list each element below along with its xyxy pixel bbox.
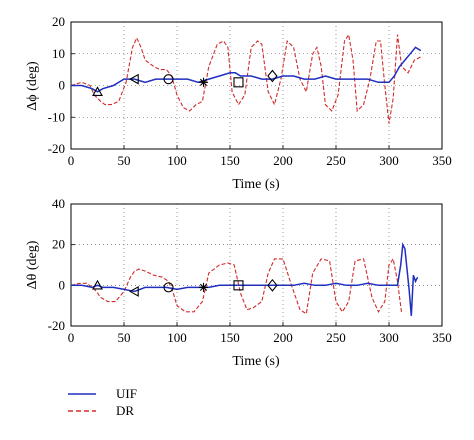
marker-star — [199, 282, 208, 292]
x-tick-label: 200 — [273, 153, 293, 168]
x-tick-label: 0 — [68, 330, 75, 345]
marker-diamond — [267, 69, 278, 83]
x-tick-label: 350 — [432, 330, 452, 345]
marker-triangle — [92, 279, 103, 290]
y-tick-label: 0 — [59, 277, 66, 292]
x-tick-label: 150 — [220, 330, 240, 345]
marker-triangle — [92, 86, 103, 96]
x-tick-label: 200 — [273, 330, 293, 345]
grid — [71, 204, 442, 326]
series-layer — [70, 242, 419, 316]
y-axis-label: Δθ (deg) — [25, 240, 40, 289]
plot-frame — [70, 203, 443, 327]
x-tick-label: 300 — [379, 330, 399, 345]
marker-square — [233, 77, 244, 88]
series-layer — [70, 33, 422, 124]
marker-star — [199, 77, 208, 87]
x-axis-label: Time (s) — [232, 177, 280, 192]
plot-delta-phi: 0 50 100 150 200 250 300 350 -20 -10 0 10 20 Δϕ (deg… — [25, 14, 452, 192]
y-tick-label: 40 — [52, 196, 65, 211]
legend: UIF DR — [68, 386, 137, 418]
x-tick-label: 100 — [167, 330, 187, 345]
x-axis-label: Time (s) — [232, 354, 280, 369]
y-tick-label: 10 — [52, 46, 65, 61]
series-dr — [70, 257, 403, 315]
grid — [71, 22, 442, 149]
marker-square — [233, 280, 244, 291]
marker-circle — [163, 74, 174, 85]
x-tick-label: 100 — [167, 153, 187, 168]
x-tick-label: 300 — [379, 153, 399, 168]
legend-label-uif: UIF — [116, 386, 137, 401]
x-tick-label: 0 — [68, 153, 75, 168]
marker-left-triangle — [128, 285, 139, 297]
y-tick-label: -20 — [48, 318, 65, 333]
x-tick-label: 250 — [326, 330, 346, 345]
series-uif — [71, 46, 422, 93]
plot-frame — [70, 21, 443, 150]
series-uif — [71, 242, 419, 316]
y-tick-label: -10 — [48, 109, 65, 124]
y-tick-label: -20 — [48, 141, 65, 156]
x-tick-label: 50 — [118, 153, 131, 168]
x-tick-label: 350 — [432, 153, 452, 168]
marker-layer — [92, 278, 278, 297]
y-tick-label: 20 — [52, 237, 65, 252]
marker-left-triangle — [128, 73, 139, 85]
marker-diamond — [267, 278, 278, 292]
y-tick-label: 0 — [59, 78, 66, 93]
legend-label-dr: DR — [116, 403, 134, 418]
x-tick-label: 250 — [326, 153, 346, 168]
y-tick-label: 20 — [52, 14, 65, 29]
marker-layer — [92, 69, 278, 96]
x-tick-label: 150 — [220, 153, 240, 168]
marker-circle — [163, 282, 174, 293]
y-axis-label: Δϕ (deg) — [25, 61, 40, 111]
ticks: 0 50 100 150 200 250 300 350 -20 -10 0 10 20 — [48, 14, 452, 168]
x-tick-label: 50 — [118, 330, 131, 345]
